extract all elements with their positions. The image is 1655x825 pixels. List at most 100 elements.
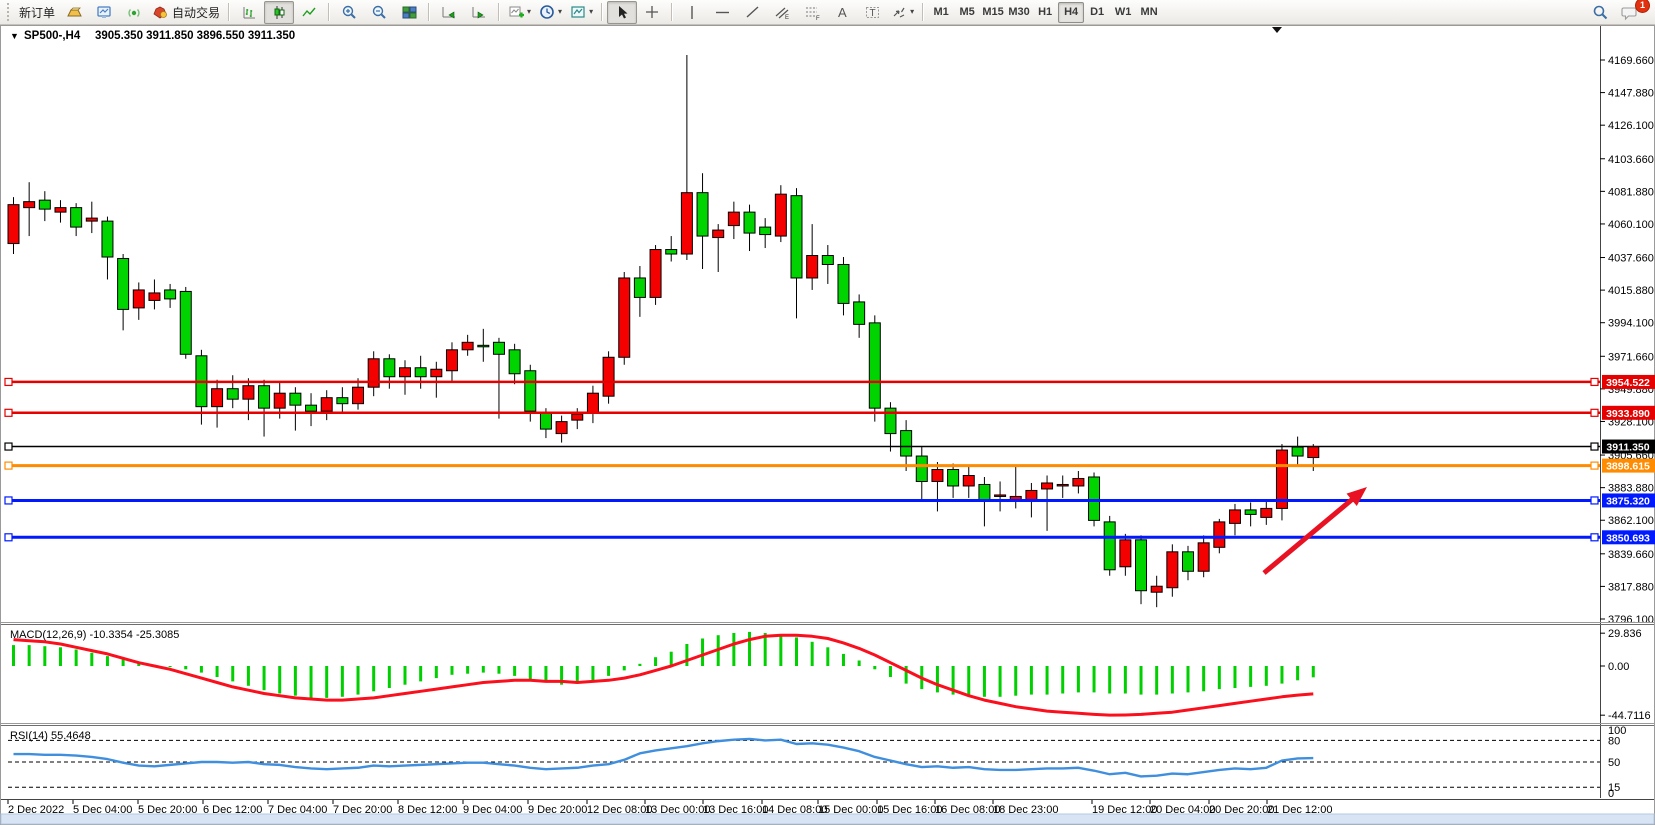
- svg-text:3839.660: 3839.660: [1608, 549, 1654, 561]
- chart-shift-icon: [472, 6, 485, 19]
- bar-chart-mode-button[interactable]: [234, 1, 264, 24]
- text-label-icon: T: [865, 6, 879, 19]
- timeframe-group: M1 M5 M15 M30 H1 H4 D1 W1 MN: [928, 1, 1162, 23]
- svg-text:21 Dec 12:00: 21 Dec 12:00: [1267, 804, 1332, 816]
- fibonacci-tool-button[interactable]: F: [797, 1, 827, 24]
- svg-text:3954.522: 3954.522: [1606, 377, 1650, 389]
- zoom-in-icon: [342, 5, 356, 19]
- svg-text:7 Dec 20:00: 7 Dec 20:00: [333, 804, 392, 816]
- signal-button[interactable]: [119, 1, 149, 24]
- svg-text:20 Dec 20:00: 20 Dec 20:00: [1209, 804, 1274, 816]
- candlestick-icon: [274, 5, 285, 19]
- svg-text:0.00: 0.00: [1608, 661, 1629, 673]
- svg-text:4147.880: 4147.880: [1608, 88, 1654, 100]
- crosshair-icon: [645, 5, 658, 18]
- market-watch-button[interactable]: [89, 1, 119, 24]
- scroll-to-end-marker[interactable]: [1272, 27, 1282, 33]
- svg-text:5 Dec 20:00: 5 Dec 20:00: [138, 804, 197, 816]
- macd-panel[interactable]: 29.836 0.00 -44.7116: [12, 628, 1651, 722]
- auto-scroll-icon: [442, 6, 455, 19]
- timeframe-button-M30[interactable]: M30: [1008, 6, 1030, 18]
- clock-icon: [540, 4, 554, 19]
- horizontal-level-lines[interactable]: [4, 377, 1600, 542]
- zoom-out-icon: [372, 5, 386, 19]
- autotrading-label: 自动交易: [172, 5, 221, 20]
- timeframe-button-D1[interactable]: D1: [1090, 6, 1105, 18]
- timeframe-button-H4[interactable]: H4: [1058, 1, 1085, 23]
- svg-text:7 Dec 04:00: 7 Dec 04:00: [268, 804, 327, 816]
- dropdown-caret-icon: ▾: [910, 7, 915, 16]
- svg-text:3971.660: 3971.660: [1608, 351, 1654, 363]
- timeframe-button-MN[interactable]: MN: [1140, 6, 1158, 18]
- new-order-button[interactable]: 新订单: [15, 1, 59, 24]
- toolbar-separator: [228, 3, 231, 21]
- vertical-line-tool-button[interactable]: [677, 1, 707, 24]
- svg-text:100: 100: [1608, 725, 1626, 737]
- svg-text:3817.880: 3817.880: [1608, 581, 1654, 593]
- chart-ohlc-readout: 3905.350 3911.850 3896.550 3911.350: [95, 30, 295, 42]
- svg-text:4037.660: 4037.660: [1608, 253, 1654, 265]
- text-label-tool-button[interactable]: T: [857, 1, 887, 24]
- main-toolbar: 新订单 自动交易: [0, 0, 1655, 25]
- svg-text:2 Dec 2022: 2 Dec 2022: [8, 804, 64, 816]
- svg-text:12 Dec 08:00: 12 Dec 08:00: [587, 804, 652, 816]
- symbol-dropdown-icon[interactable]: ▼: [10, 31, 19, 41]
- svg-text:3911.350: 3911.350: [1606, 442, 1649, 454]
- zoom-out-button[interactable]: [364, 1, 394, 24]
- panel-separators[interactable]: [1, 622, 1654, 800]
- timeframe-button-W1[interactable]: W1: [1114, 6, 1132, 18]
- autotrading-button[interactable]: 自动交易: [149, 1, 224, 24]
- notification-count-badge: 1: [1635, 0, 1650, 13]
- toolbar-grip[interactable]: [7, 3, 12, 21]
- gold-ingot-button[interactable]: [59, 1, 89, 24]
- svg-text:19 Dec 12:00: 19 Dec 12:00: [1092, 804, 1157, 816]
- cursor-tool-button[interactable]: [607, 0, 638, 24]
- svg-text:6 Dec 12:00: 6 Dec 12:00: [203, 804, 262, 816]
- candlestick-mode-button[interactable]: [264, 0, 295, 24]
- autotrading-icon: [153, 6, 167, 18]
- timeframe-button-M1[interactable]: M1: [933, 6, 949, 18]
- chart-window-frame: [0, 25, 1655, 825]
- toolbar-separator: [328, 3, 331, 21]
- macd-label: MACD(12,26,9) -10.3354 -25.3085: [10, 629, 179, 641]
- notifications-button[interactable]: 1: [1615, 0, 1650, 24]
- auto-scroll-button[interactable]: [434, 1, 464, 24]
- period-button[interactable]: ▾: [535, 1, 566, 24]
- tile-windows-button[interactable]: [394, 1, 424, 24]
- line-chart-icon: [301, 7, 316, 16]
- candlestick-series[interactable]: [7, 55, 1320, 608]
- svg-text:T: T: [869, 8, 875, 19]
- timeframe-button-M15[interactable]: M15: [982, 6, 1004, 18]
- dropdown-caret-icon: ▾: [558, 7, 563, 16]
- arrows-tool-button[interactable]: ▾: [887, 1, 918, 24]
- horizontal-line-tool-button[interactable]: [707, 1, 737, 24]
- crosshair-tool-button[interactable]: [637, 1, 667, 24]
- cursor-icon: [618, 5, 628, 18]
- trend-arrow-annotation[interactable]: [1262, 487, 1367, 575]
- fibonacci-icon: F: [805, 7, 820, 21]
- toolbar-separator: [671, 3, 674, 21]
- time-axis[interactable]: 2 Dec 2022 5 Dec 04:00 5 Dec 20:00 6 Dec 12…: [7, 800, 1332, 816]
- zoom-in-button[interactable]: [334, 1, 364, 24]
- chart-shift-button[interactable]: [464, 1, 494, 24]
- timeframe-button-H1[interactable]: H1: [1038, 6, 1053, 18]
- svg-text:15 Dec 16:00: 15 Dec 16:00: [877, 804, 942, 816]
- add-indicator-button[interactable]: ▾: [504, 1, 535, 24]
- svg-text:4126.100: 4126.100: [1608, 120, 1654, 132]
- svg-text:15: 15: [1608, 782, 1620, 794]
- svg-text:13 Dec 16:00: 13 Dec 16:00: [703, 804, 768, 816]
- channel-tool-button[interactable]: E: [767, 1, 797, 24]
- search-button[interactable]: [1585, 1, 1615, 24]
- svg-text:8 Dec 12:00: 8 Dec 12:00: [398, 804, 457, 816]
- line-chart-mode-button[interactable]: [294, 1, 324, 24]
- text-tool-button[interactable]: A: [827, 1, 857, 24]
- trendline-tool-button[interactable]: [737, 1, 767, 24]
- status-strip: [0, 813, 1655, 825]
- timeframe-button-M5[interactable]: M5: [959, 6, 975, 18]
- dropdown-caret-icon: ▾: [527, 7, 532, 16]
- template-button[interactable]: ▾: [566, 1, 597, 24]
- svg-text:0: 0: [1608, 788, 1614, 800]
